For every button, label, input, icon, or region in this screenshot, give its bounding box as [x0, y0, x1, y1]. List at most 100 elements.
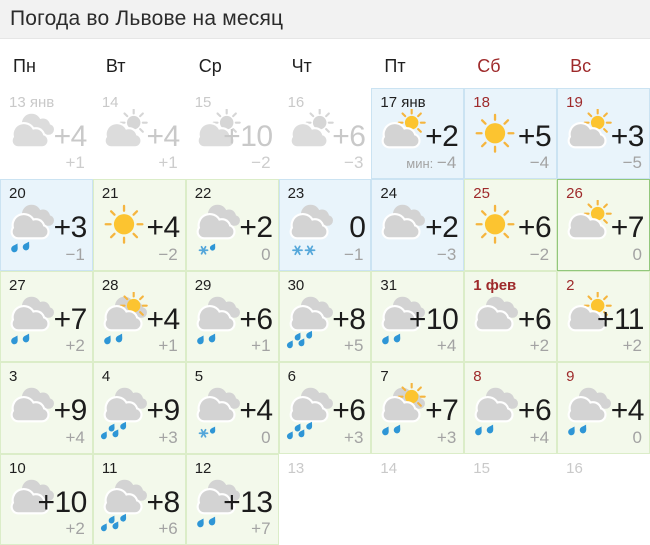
night-temperature: −2: [529, 244, 550, 264]
cloud-rain-icon: [5, 200, 59, 262]
night-temperature: +7: [251, 519, 271, 538]
night-temperature: +4: [529, 427, 550, 447]
night-temperature: +1: [158, 336, 178, 356]
day-temperature: +10: [37, 485, 87, 519]
day-temperature: +8: [146, 485, 180, 519]
sun-icon: [469, 109, 523, 171]
day-temperature: +2: [425, 211, 459, 245]
calendar-cell-30[interactable]: 30 +8 +5: [278, 270, 372, 363]
day-temperature: +11: [596, 302, 645, 336]
night-temperature: +2: [65, 519, 85, 538]
cell-date: 2: [566, 276, 575, 294]
night-temperature: +4: [65, 427, 85, 447]
weekday-header-Сб: Сб: [477, 55, 501, 76]
weekday-header-Пт: Пт: [384, 55, 406, 76]
calendar-cell-6[interactable]: 6 +6 +3: [278, 362, 372, 454]
cloudy-icon: [5, 383, 59, 445]
day-temperature: +6: [517, 394, 552, 428]
sun-cloud-icon: [562, 291, 616, 354]
calendar-cell-14: 14: [371, 453, 465, 545]
cell-date: 16: [566, 459, 583, 477]
cell-date: 7: [380, 368, 389, 386]
calendar-cell-19[interactable]: 19 +3 −5: [557, 88, 650, 180]
sun-icon: [469, 200, 523, 262]
night-temperature: +2: [529, 336, 550, 356]
day-temperature: +8: [332, 302, 366, 336]
day-temperature: +4: [146, 120, 180, 153]
cloud-snow-icon: [284, 200, 338, 262]
calendar-cell-28[interactable]: 28 +4 +1: [92, 270, 186, 363]
calendar-cell-16: 16 +6 −3: [278, 88, 372, 180]
calendar-cell-3[interactable]: 3 +9 +4: [0, 362, 93, 454]
calendar-cell-5[interactable]: 5 +4 0: [185, 362, 279, 454]
cell-date: 3: [9, 368, 18, 386]
night-temperature: +6: [158, 519, 178, 538]
cell-date: 13 янв: [9, 94, 55, 111]
calendar-cell-22[interactable]: 22 +2 0: [185, 179, 279, 271]
night-temperature: +3: [344, 427, 364, 447]
calendar-cell-31[interactable]: 31 +10 +4: [371, 270, 465, 363]
calendar-cell-10[interactable]: 10 +10 +2: [0, 453, 93, 545]
calendar-cell-21[interactable]: 21 +4 −2: [92, 179, 186, 271]
weekday-header-Чт: Чт: [291, 55, 312, 76]
day-temperature: +4: [53, 120, 88, 153]
night-temperature: +2: [622, 336, 642, 356]
night-temperature: +1: [65, 153, 85, 173]
weekday-header-Вс: Вс: [570, 55, 592, 76]
night-temperature: −4: [529, 153, 550, 173]
night-temperature: +4: [436, 336, 457, 356]
night-temperature: −3: [436, 244, 457, 264]
cloud-rain-icon: [191, 475, 245, 537]
cell-date: 6: [287, 368, 296, 386]
night-temperature: +2: [65, 336, 85, 356]
night-temperature: −1: [344, 244, 364, 264]
day-temperature: +6: [517, 302, 552, 336]
sun-cloud-icon: [376, 109, 430, 171]
day-temperature: +7: [610, 211, 645, 245]
cell-date: 11: [101, 459, 118, 477]
day-temperature: +7: [425, 394, 459, 428]
calendar-cell-23[interactable]: 23 0 −1: [278, 179, 372, 271]
sun-cloud-rain-icon: [376, 383, 430, 445]
cloudy-icon: [469, 292, 523, 354]
cell-date: 8: [473, 368, 482, 386]
cell-date: 15: [194, 94, 212, 111]
calendar-cell-8[interactable]: 8 +6 +4: [464, 362, 558, 454]
cell-date: 31: [380, 276, 398, 294]
calendar-cell-12[interactable]: 12 +13 +7: [185, 453, 279, 545]
calendar-cell-24[interactable]: 24 +2 −3: [371, 179, 465, 271]
calendar-cell-29[interactable]: 29 +6 +1: [185, 270, 279, 363]
cloud-rain-icon: [376, 292, 430, 354]
day-temperature: +5: [517, 120, 552, 153]
calendar-cell-27[interactable]: 27 +7 +2: [0, 270, 93, 363]
night-temperature: −2: [251, 153, 271, 173]
calendar-cell-7[interactable]: 7 +7 +3: [371, 362, 465, 454]
calendar-cell-18[interactable]: 18 +5 −4: [464, 88, 558, 180]
cell-date: 5: [194, 368, 204, 386]
weekday-header-Вт: Вт: [105, 55, 126, 76]
calendar-cell-25[interactable]: 25 +6 −2: [464, 179, 558, 271]
sun-cloud-icon: [562, 200, 616, 262]
cloud-rain-icon: [469, 383, 523, 445]
weekday-header-Ср: Ср: [198, 55, 222, 76]
calendar-cell-20[interactable]: 20 +3 −1: [0, 179, 93, 271]
sun-cloud-icon: [98, 109, 152, 171]
calendar-cell-17-янв[interactable]: 17 янв +2 мин: −4: [371, 88, 465, 180]
calendar-cell-11[interactable]: 11 +8 +6: [92, 453, 186, 545]
calendar-cell-2[interactable]: 2 +11 +2: [557, 270, 650, 363]
calendar-cell-1-фев[interactable]: 1 фев +6 +2: [464, 270, 558, 363]
calendar-cell-4[interactable]: 4 +9 +3: [92, 362, 186, 454]
day-temperature: +3: [53, 211, 88, 245]
night-temperature: 0: [632, 244, 642, 264]
cloudy-icon: [376, 200, 430, 262]
calendar-cell-9[interactable]: 9 +4 0: [557, 362, 650, 454]
sun-cloud-rain-icon: [98, 291, 152, 354]
weekday-header-Пн: Пн: [13, 55, 36, 76]
day-temperature: +2: [239, 211, 273, 245]
calendar-cell-26[interactable]: 26 +7 0: [557, 179, 650, 271]
night-temperature: −5: [622, 153, 642, 173]
cell-date: 25: [473, 185, 490, 203]
day-temperature: +4: [146, 302, 180, 336]
cell-date: 26: [566, 185, 583, 203]
min-label: мин:: [406, 156, 437, 172]
